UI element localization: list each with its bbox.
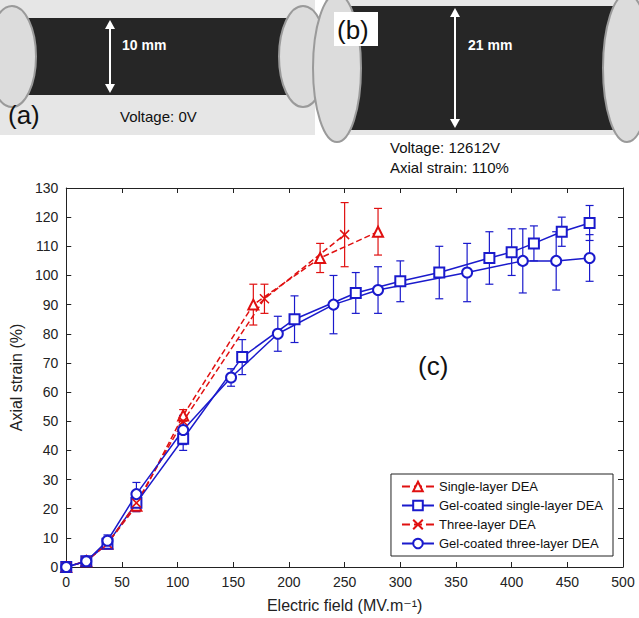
svg-text:Axial strain (%): Axial strain (%) (8, 324, 25, 432)
svg-text:350: 350 (444, 574, 468, 590)
svg-text:90: 90 (43, 297, 59, 313)
svg-text:60: 60 (43, 384, 59, 400)
svg-text:(b): (b) (337, 15, 369, 45)
svg-text:100: 100 (35, 267, 59, 283)
svg-text:Gel-coated single-layer DEA: Gel-coated single-layer DEA (439, 498, 603, 513)
svg-text:30: 30 (43, 472, 59, 488)
svg-text:10 mm: 10 mm (122, 37, 166, 53)
svg-text:Gel-coated three-layer DEA: Gel-coated three-layer DEA (439, 536, 599, 551)
svg-text:Three-layer DEA: Three-layer DEA (439, 517, 536, 532)
svg-text:0: 0 (62, 574, 70, 590)
svg-text:40: 40 (43, 442, 59, 458)
svg-text:21 mm: 21 mm (468, 37, 512, 53)
svg-text:Voltage: 0V: Voltage: 0V (120, 108, 197, 125)
svg-text:50: 50 (43, 413, 59, 429)
svg-text:110: 110 (36, 238, 59, 254)
svg-text:(a): (a) (8, 100, 40, 130)
svg-text:Electric field (MV.m⁻¹): Electric field (MV.m⁻¹) (267, 597, 422, 614)
svg-text:130: 130 (35, 180, 59, 196)
svg-text:10: 10 (43, 530, 59, 546)
svg-text:400: 400 (500, 574, 524, 590)
svg-text:70: 70 (43, 355, 59, 371)
svg-text:250: 250 (333, 574, 357, 590)
svg-text:100: 100 (166, 574, 190, 590)
svg-text:500: 500 (611, 574, 635, 590)
svg-text:(c): (c) (418, 351, 448, 381)
svg-text:80: 80 (43, 326, 59, 342)
svg-text:20: 20 (43, 501, 59, 517)
svg-text:Single-layer DEA: Single-layer DEA (439, 479, 538, 494)
svg-text:Voltage: 12612V: Voltage: 12612V (390, 139, 500, 156)
svg-text:200: 200 (277, 574, 301, 590)
svg-text:450: 450 (556, 574, 580, 590)
svg-text:120: 120 (35, 209, 59, 225)
svg-text:0: 0 (50, 559, 58, 575)
svg-text:Axial strain: 110%: Axial strain: 110% (390, 159, 509, 176)
svg-text:300: 300 (389, 574, 413, 590)
svg-text:150: 150 (222, 574, 246, 590)
svg-text:50: 50 (114, 574, 130, 590)
